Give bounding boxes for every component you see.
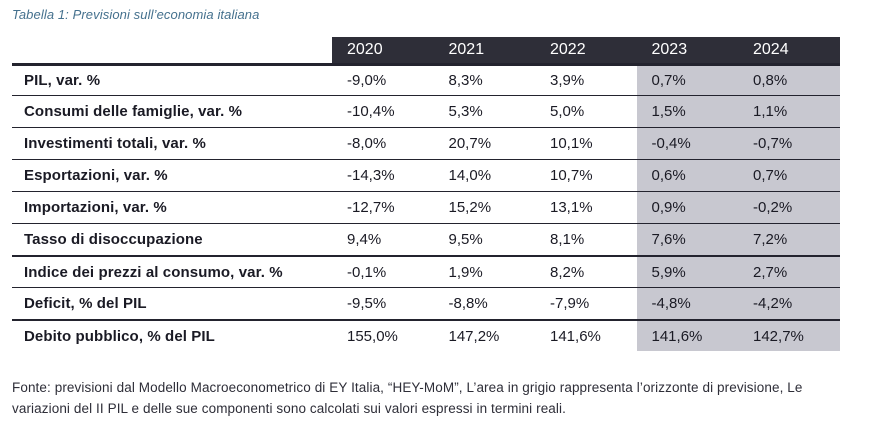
value-cell: 0,7%	[636, 66, 738, 95]
value-cell: 142,7%	[738, 321, 840, 351]
value-cell: 10,1%	[550, 135, 593, 152]
value-cell: 141,6%	[550, 327, 601, 345]
source-note: Fonte: previsioni dal Modello Macroecono…	[12, 378, 863, 420]
value-cell: 5,9%	[636, 257, 738, 287]
table-row: Esportazioni, var. % -14,3% 14,0% 10,7% 0,6%…	[12, 159, 840, 191]
table-row: Tasso di disoccupazione 9,4% 9,5% 8,1% 7,6% 7…	[12, 223, 840, 255]
row-label: Investimenti totali, var. %	[24, 135, 206, 152]
value-cell: 1,9%	[448, 263, 483, 281]
table-row: Debito pubblico, % del PIL 155,0% 147,2% 14…	[12, 319, 840, 351]
value-cell: 1,1%	[738, 96, 840, 127]
row-label: Consumi delle famiglie, var. %	[24, 103, 243, 120]
value-cell: -8,8%	[448, 295, 488, 312]
forecast-table: 2020 2021 2022 2023 2024 PIL, var. % -9,0…	[12, 37, 840, 351]
row-label: Indice dei prezzi al consumo, var. %	[24, 263, 283, 281]
value-cell: 9,5%	[448, 231, 483, 248]
value-cell: 0,7%	[738, 160, 840, 191]
value-cell: 0,8%	[738, 66, 840, 95]
value-cell: 2,7%	[738, 257, 840, 287]
value-cell: 13,1%	[550, 199, 593, 216]
year-header: 2023	[651, 41, 688, 58]
value-cell: -0,4%	[636, 128, 738, 159]
value-cell: -8,0%	[347, 135, 387, 152]
value-cell: 7,6%	[636, 224, 738, 255]
value-cell: -9,5%	[347, 295, 387, 312]
value-cell: -14,3%	[347, 167, 395, 184]
table-row: Indice dei prezzi al consumo, var. % -0,1…	[12, 255, 840, 287]
year-header: 2021	[448, 41, 485, 58]
year-header: 2024	[753, 41, 789, 58]
table-body: PIL, var. % -9,0% 8,3% 3,9% 0,7% 0,8% Consumi …	[12, 63, 840, 351]
value-cell: 5,3%	[448, 103, 483, 120]
value-cell: -0,7%	[738, 128, 840, 159]
header-spacer	[12, 37, 332, 63]
value-cell: 15,2%	[448, 199, 492, 216]
value-cell: 10,7%	[550, 167, 593, 184]
value-cell: 14,0%	[448, 167, 492, 184]
row-label: Deficit, % del PIL	[24, 295, 147, 312]
value-cell: 8,3%	[448, 72, 483, 89]
value-cell: -0,2%	[738, 192, 840, 223]
value-cell: 7,2%	[738, 224, 840, 255]
table-row: Investimenti totali, var. % -8,0% 20,7% 10,…	[12, 127, 840, 159]
value-cell: -4,8%	[636, 288, 738, 319]
value-cell: -12,7%	[347, 199, 395, 216]
value-cell: 8,2%	[550, 263, 585, 281]
table-row: Importazioni, var. % -12,7% 15,2% 13,1% 0,9%…	[12, 191, 840, 223]
value-cell: 1,5%	[636, 96, 738, 127]
value-cell: 0,9%	[636, 192, 738, 223]
value-cell: 9,4%	[347, 231, 382, 248]
value-cell: 141,6%	[636, 321, 738, 351]
value-cell: 5,0%	[550, 103, 585, 120]
value-cell: -0,1%	[347, 263, 387, 281]
value-cell: 8,1%	[550, 231, 585, 248]
table-row: Deficit, % del PIL -9,5% -8,8% -7,9% -4,8% -4…	[12, 287, 840, 319]
row-label: Importazioni, var. %	[24, 199, 167, 216]
row-label: Debito pubblico, % del PIL	[24, 327, 215, 345]
year-header-group: 2020 2021 2022 2023 2024	[332, 37, 840, 63]
year-header: 2020	[347, 41, 383, 58]
table-row: PIL, var. % -9,0% 8,3% 3,9% 0,7% 0,8%	[12, 63, 840, 95]
value-cell: 147,2%	[448, 327, 500, 345]
table-header-row: 2020 2021 2022 2023 2024	[12, 37, 840, 63]
year-header: 2022	[550, 41, 586, 58]
row-label: Esportazioni, var. %	[24, 167, 168, 184]
value-cell: -7,9%	[550, 295, 590, 312]
row-label: PIL, var. %	[24, 72, 101, 89]
source-note-line1: Fonte: previsioni dal Modello Macroecono…	[12, 380, 803, 395]
value-cell: -10,4%	[347, 103, 395, 120]
table-row: Consumi delle famiglie, var. % -10,4% 5,3%…	[12, 95, 840, 127]
value-cell: -4,2%	[738, 288, 840, 319]
value-cell: 155,0%	[347, 327, 398, 345]
value-cell: 3,9%	[550, 72, 585, 89]
source-note-line2: variazioni del II PIL e delle sue compon…	[12, 400, 566, 416]
row-label: Tasso di disoccupazione	[24, 231, 203, 248]
table-caption: Tabella 1: Previsioni sull’economia ital…	[12, 7, 260, 22]
value-cell: 20,7%	[448, 135, 492, 152]
value-cell: 0,6%	[636, 160, 738, 191]
value-cell: -9,0%	[347, 72, 387, 89]
